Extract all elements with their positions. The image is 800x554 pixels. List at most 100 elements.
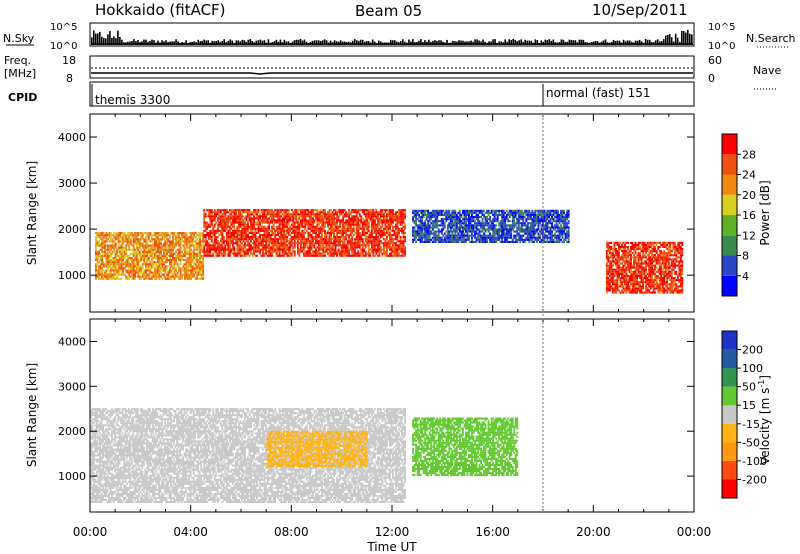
power-cell: [178, 236, 180, 239]
power-cell: [254, 229, 257, 232]
power-cell: [508, 220, 511, 223]
power-cell: [333, 219, 335, 222]
power-cell: [144, 277, 147, 280]
power-cell: [278, 217, 281, 220]
power-cell: [149, 261, 152, 264]
power-cell: [173, 277, 176, 280]
power-cell: [120, 277, 123, 280]
power-cell: [164, 269, 167, 272]
power-cell: [163, 252, 165, 255]
power-cell: [126, 263, 129, 266]
power-cell: [484, 230, 487, 233]
power-cell: [430, 218, 433, 221]
power-cell: [119, 234, 122, 237]
power-cell: [152, 248, 155, 251]
power-cell: [471, 238, 473, 241]
power-cell: [191, 238, 194, 241]
power-cell: [230, 227, 233, 230]
power-cell: [95, 254, 97, 257]
power-cell: [117, 248, 120, 251]
power-cell: [382, 229, 385, 232]
power-cell: [257, 231, 260, 234]
power-cell: [105, 254, 108, 257]
power-cell: [496, 220, 499, 223]
power-cell: [149, 234, 152, 237]
power-cell: [304, 231, 307, 234]
power-cell: [169, 234, 171, 237]
power-cell: [396, 225, 399, 228]
power-cell: [128, 254, 131, 257]
power-cell: [128, 238, 131, 241]
power-cell: [131, 261, 134, 264]
power-cell: [128, 244, 131, 247]
power-cell: [138, 275, 141, 278]
power-cell: [193, 244, 196, 247]
power-cell: [158, 257, 161, 260]
power-cell: [190, 265, 193, 268]
power-cell: [134, 250, 137, 253]
power-cell: [271, 209, 274, 212]
power-cell: [138, 252, 141, 255]
power-cell: [455, 213, 458, 216]
power-cell: [454, 209, 457, 212]
power-cell: [134, 259, 137, 262]
power-cell: [146, 273, 149, 276]
power-cell: [415, 240, 418, 243]
power-cell: [128, 240, 131, 243]
power-cell: [144, 271, 147, 274]
power-cell: [114, 263, 117, 266]
power-cell: [141, 238, 144, 241]
power-cell: [392, 211, 394, 214]
power-cell: [179, 263, 182, 266]
power-cell: [241, 242, 243, 245]
power-cell: [160, 271, 162, 274]
power-cell: [114, 236, 117, 239]
power-cell: [351, 240, 354, 243]
power-cell: [185, 244, 188, 247]
power-cell: [481, 211, 484, 214]
power-cell: [458, 209, 461, 212]
power-cell: [457, 232, 460, 235]
power-cell: [537, 224, 540, 227]
power-cell: [107, 273, 109, 276]
power-cell: [114, 232, 117, 235]
power-cell: [278, 252, 281, 255]
power-cell: [361, 238, 364, 241]
power-cell: [324, 211, 326, 214]
power-cell: [199, 238, 202, 241]
power-cell: [268, 227, 271, 230]
power-cell: [404, 248, 406, 251]
power-cell: [296, 246, 299, 249]
power-cell: [143, 250, 146, 253]
power-cell: [144, 236, 147, 239]
power-cell: [355, 215, 358, 218]
power-cell: [191, 244, 194, 247]
power-cell: [339, 238, 341, 241]
power-cell: [287, 231, 290, 234]
power-cell: [105, 248, 108, 251]
power-cell: [349, 213, 352, 216]
power-cell: [172, 240, 174, 243]
power-cell: [153, 271, 156, 274]
power-cell: [155, 246, 158, 249]
power-cell: [263, 211, 266, 214]
power-cell: [123, 234, 126, 237]
power-cell: [152, 252, 155, 255]
power-cell: [153, 232, 156, 235]
power-cell: [392, 240, 394, 243]
power-cell: [166, 238, 168, 241]
power-cell: [322, 244, 325, 247]
nave-label: Nave: [753, 64, 781, 77]
power-cell: [140, 248, 143, 251]
power-cell: [269, 236, 272, 239]
power-cell: [339, 242, 341, 245]
power-cell: [131, 234, 134, 237]
power-cell: [99, 234, 102, 237]
power-cell: [105, 236, 108, 239]
power-cell: [436, 218, 439, 221]
power-cell: [212, 227, 215, 230]
power-cell: [156, 242, 159, 245]
power-cell: [107, 261, 109, 264]
power-cell: [128, 271, 131, 274]
power-cell: [160, 234, 162, 237]
